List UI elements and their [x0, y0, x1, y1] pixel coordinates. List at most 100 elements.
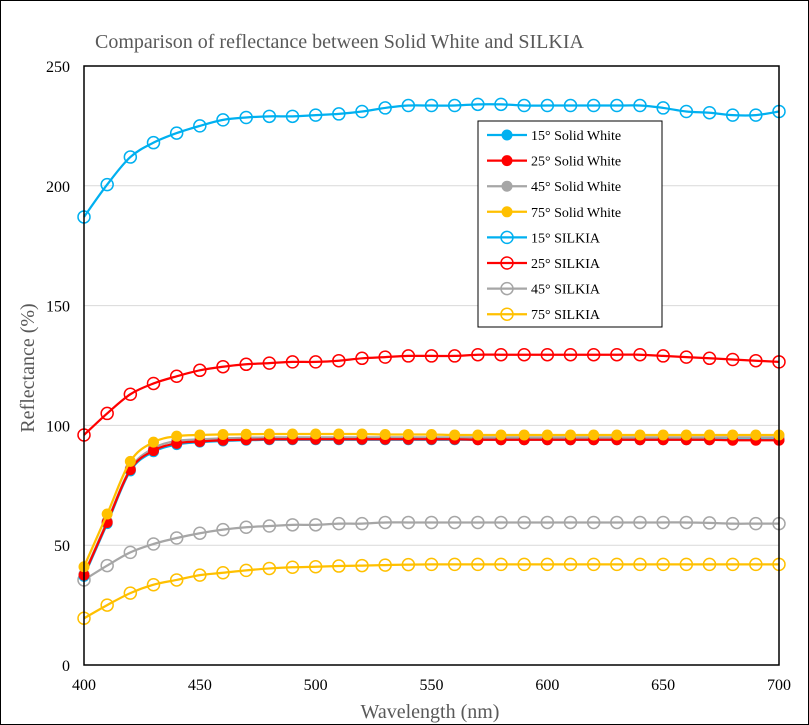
legend-marker	[501, 206, 513, 218]
data-point	[702, 351, 717, 366]
data-point	[471, 557, 485, 572]
data-point	[679, 515, 694, 530]
data-point	[749, 557, 763, 572]
series-lines	[77, 97, 786, 626]
data-point	[287, 428, 298, 440]
data-point	[704, 429, 715, 441]
data-point	[100, 177, 114, 192]
series-2	[78, 431, 785, 580]
data-point	[332, 559, 346, 573]
legend-entry: 75° Solid White	[487, 206, 621, 221]
data-point	[146, 376, 161, 391]
data-point	[656, 515, 670, 530]
data-point	[494, 515, 508, 530]
data-point	[750, 429, 762, 441]
legend-entry: 45° SILKIA	[487, 281, 601, 298]
data-point	[471, 97, 485, 112]
y-tick-label: 100	[46, 418, 70, 435]
data-point	[424, 98, 439, 113]
data-point	[378, 515, 392, 530]
data-point	[285, 518, 300, 532]
series-line	[82, 432, 780, 568]
data-point	[401, 557, 416, 572]
data-point	[565, 429, 576, 441]
series-line	[83, 521, 779, 581]
data-point	[332, 107, 346, 121]
data-point	[100, 598, 114, 612]
y-tick-labels: 0 50 100 150 200 250	[46, 59, 70, 675]
x-tick-label: 400	[72, 677, 96, 694]
data-point	[262, 109, 277, 124]
data-point	[355, 516, 369, 531]
data-point	[494, 347, 508, 362]
data-point	[586, 98, 601, 113]
data-point	[610, 98, 624, 113]
data-point	[169, 369, 184, 384]
data-point	[262, 356, 277, 370]
data-point	[725, 557, 740, 572]
data-point	[401, 98, 416, 113]
series-3	[78, 428, 785, 573]
data-point	[239, 110, 253, 125]
data-point	[563, 347, 578, 362]
data-point	[447, 557, 462, 572]
data-point	[169, 126, 184, 140]
data-point	[563, 557, 578, 572]
data-point	[308, 560, 323, 574]
data-point	[447, 349, 462, 363]
data-point	[449, 429, 461, 441]
series-line	[82, 438, 779, 577]
data-point	[171, 430, 183, 442]
data-point	[424, 557, 439, 572]
legend-entry: 25° Solid White	[487, 155, 621, 170]
data-point	[471, 347, 485, 362]
series-5	[77, 347, 786, 442]
y-axis-title: Reflectance (%)	[17, 303, 39, 432]
series-line	[83, 103, 780, 218]
legend-marker	[501, 155, 513, 167]
data-point	[401, 515, 416, 530]
data-point	[610, 515, 624, 530]
y-tick-label: 200	[46, 179, 70, 196]
data-point	[356, 428, 368, 440]
data-point	[216, 522, 230, 537]
x-tick-label: 600	[535, 677, 559, 694]
data-point	[634, 429, 646, 441]
legend-entry: 15° Solid White	[487, 129, 621, 144]
data-point	[308, 108, 323, 122]
x-tick-labels: 400 450 500 550 600 650 700	[72, 677, 791, 694]
data-point	[541, 429, 553, 441]
data-point	[123, 545, 138, 560]
data-point	[240, 428, 252, 440]
data-point	[424, 349, 439, 363]
data-point	[656, 349, 670, 363]
data-point	[679, 104, 694, 119]
data-point	[123, 150, 138, 164]
legend-marker	[500, 307, 514, 321]
legend-entry: 75° SILKIA	[487, 307, 601, 323]
data-point	[586, 557, 601, 572]
data-point	[472, 429, 484, 441]
data-point	[540, 98, 555, 113]
data-point	[193, 363, 207, 378]
legend-marker	[500, 230, 514, 245]
data-point	[124, 455, 136, 467]
data-point	[263, 428, 275, 440]
y-tick-label: 250	[46, 59, 70, 76]
data-point	[517, 515, 531, 530]
legend-marker	[501, 180, 513, 192]
series-line	[83, 563, 779, 620]
data-point	[725, 108, 740, 122]
data-point	[332, 516, 346, 531]
x-tick-label: 550	[420, 677, 444, 694]
x-tick-label: 450	[188, 677, 212, 694]
data-point	[657, 429, 669, 441]
legend-marker	[500, 281, 514, 296]
data-point	[355, 558, 369, 573]
data-point	[610, 347, 624, 362]
data-point	[239, 563, 253, 578]
data-point	[633, 98, 647, 113]
data-point	[262, 561, 277, 576]
